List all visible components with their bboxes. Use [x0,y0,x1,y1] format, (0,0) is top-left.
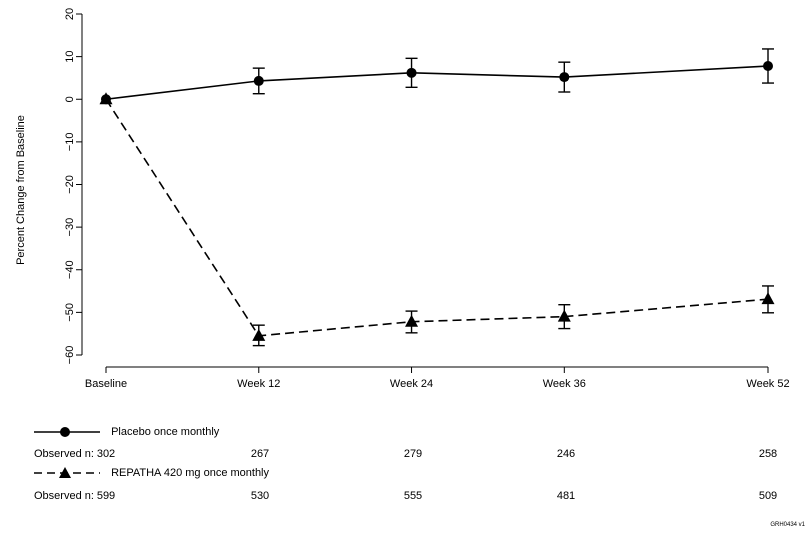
y-tick-label: −60 [64,346,76,365]
repatha-point [557,309,571,322]
series-markers [99,61,775,341]
axes [81,14,768,368]
x-tick-label: Week 24 [390,378,433,390]
observed-placebo-week24: 279 [403,448,423,460]
legend-placebo-symbol [34,427,100,437]
x-tick-label: Week 52 [746,378,789,390]
y-tick-label: −10 [64,133,76,152]
x-tick-label: Week 36 [543,378,586,390]
legend-repatha-symbol [34,467,100,478]
observed-placebo-week36: 246 [556,448,576,460]
x-ticks: Baseline Week 12 Week 24 Week 36 Week 52 [85,367,790,390]
observed-repatha-week36: 481 [556,490,576,502]
y-tick-label: −40 [64,260,76,279]
y-tick-label: 20 [64,8,76,20]
observed-placebo-baseline: 302 [96,448,116,460]
repatha-point [761,292,775,305]
legend-repatha: REPATHA 420 mg once monthly [34,466,269,480]
observed-placebo-week12: 267 [250,448,270,460]
observed-repatha-week12: 530 [250,490,270,502]
y-tick-label: 0 [64,96,76,102]
y-tick-label: −50 [64,303,76,322]
placebo-point [253,75,264,86]
legend-repatha-label: REPATHA 420 mg once monthly [111,466,270,479]
footnote-code: GRH0434 v1 [770,522,805,528]
observed-n-label-repatha: Observed n: [34,490,94,502]
series-lines [105,65,769,337]
error-bars [252,48,774,347]
y-tick-label: −20 [64,175,76,194]
repatha-point [405,314,419,327]
repatha-point [252,328,266,341]
placebo-point [406,67,417,78]
x-tick-label: Baseline [85,378,127,390]
observed-n-label-placebo: Observed n: [34,448,94,460]
placebo-point [559,72,570,83]
y-tick-label: 10 [64,51,76,63]
placebo-point [763,61,773,72]
y-axis-label: Percent Change from Baseline [15,115,27,265]
repatha-series-line [105,98,769,337]
repatha-point [99,92,113,105]
observed-placebo-week52: 258 [758,448,778,460]
observed-repatha-baseline: 599 [96,490,116,502]
placebo-series-line [105,65,769,101]
observed-repatha-week52: 509 [758,490,778,502]
legend-placebo-label: Placebo once monthly [111,425,220,438]
y-tick-label: −30 [64,218,76,237]
observed-repatha-week24: 555 [403,490,423,502]
y-ticks: 20 10 0 −10 −20 −30 −40 −50 −60 [64,8,82,364]
line-chart: 20 10 0 −10 −20 −30 −40 −50 −60 Baseline Week 12 W… [15,8,790,390]
x-tick-label: Week 12 [237,378,280,390]
legend-placebo: Placebo once monthly [34,425,219,439]
